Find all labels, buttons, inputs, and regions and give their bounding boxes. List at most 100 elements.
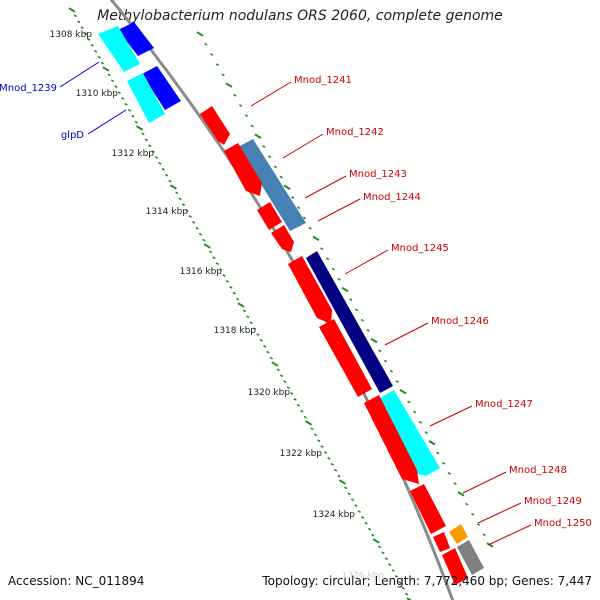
gene-Mnod_1244[interactable] [257,202,282,230]
scale-tick [136,125,144,131]
scale-tick [286,386,290,390]
gene-Mnod_1250[interactable] [457,540,484,575]
gene-Mnod_1248[interactable] [442,548,468,585]
scale-tick [428,440,436,446]
scale-tick [77,20,81,24]
gene-Mnod_1249[interactable] [449,524,468,544]
scale-tick [148,144,152,148]
scale-tick [87,38,91,41]
gene-Mnod_1247[interactable] [380,390,440,476]
scale-tick [486,542,494,548]
scale-tick [441,461,446,465]
scale-tick [347,492,351,496]
scale-tick [350,498,355,502]
leader-line [59,61,100,88]
scale-tick [209,53,214,56]
scale-tick [372,538,380,544]
gene-Mnod_1241[interactable] [200,106,230,145]
scale-tick [229,285,233,289]
scale-tick [357,510,361,513]
scale-tick [384,557,388,561]
scale-label: 1308 kbp [50,30,93,40]
scale-tick [181,203,186,207]
scale-tick [310,427,314,431]
gene-Mnod_1248[interactable] [433,532,450,552]
scale-label: 1320 kbp [248,388,291,398]
gene-labels: Mnod_1239 glpD Mnod_1241 Mnod_1242 Mnod_… [0,75,592,529]
gene-Mnod_1242[interactable] [238,139,306,231]
scale-label: 1318 kbp [214,326,257,336]
scale-tick [215,262,219,266]
gene-label[interactable]: Mnod_1245 [391,243,449,254]
scale-tick [178,197,182,201]
scale-tick [383,359,388,363]
gene-label[interactable]: Mnod_1247 [475,399,533,410]
scale-tick [267,155,272,159]
gene-Mnod_1246[interactable] [288,256,332,324]
scale-tick [370,337,378,344]
gene-Mnod_1243[interactable] [224,143,262,196]
scale-tick [276,368,280,372]
gene-label[interactable]: Mnod_1250 [534,518,592,529]
scale-tick [169,184,177,190]
scale-tick [225,279,230,283]
scale-tick [367,527,372,531]
gene-Mnod_1244[interactable] [271,225,294,252]
gene-Mnod_1239[interactable] [142,66,181,110]
scale-tick [134,120,138,124]
gene-Mnod_1248[interactable] [410,484,446,534]
scale-tick [242,309,246,313]
scale-tick [360,318,365,322]
scale-tick [141,132,145,136]
scale-tick [83,32,88,36]
gene-label[interactable]: Mnod_1248 [509,465,567,476]
gene-Mnod_1239[interactable] [118,22,154,56]
scale-tick [344,486,348,490]
gene-glpD[interactable] [98,26,140,72]
gene-Mnod_1248[interactable] [364,395,419,484]
gene-label[interactable]: glpD [61,130,84,141]
gene-Mnod_1246[interactable] [319,319,372,397]
leader-line [282,133,324,159]
gene-label[interactable]: Mnod_1242 [326,127,384,138]
scale-tick [196,31,204,37]
scale-labels: 1308 kbp 1310 kbp 1312 kbp 1314 kbp 1316… [50,30,385,581]
scale-tick [151,150,155,154]
accession-label: Accession: NC_011894 [8,574,145,588]
scale-label: 1314 kbp [146,207,189,217]
scale-label: 1310 kbp [76,89,119,99]
scale-tick [102,66,110,72]
gene-Mnod_1245[interactable] [306,251,393,393]
scale-tick [412,410,417,414]
leader-line [87,109,127,135]
scale-tick [259,338,263,342]
scale-tick [168,179,172,183]
scale-tick [424,431,428,434]
scale-tick [131,114,135,118]
scale-tick [395,380,399,383]
leader-line [429,405,473,427]
scale-tick [476,523,481,526]
gene-label[interactable]: Mnod_1241 [294,75,352,86]
gene-label[interactable]: Mnod_1243 [349,169,407,180]
gene-label[interactable]: Mnod_1246 [431,316,489,327]
scale-tick [100,61,105,65]
scale-tick [225,82,233,88]
scale-tick [308,226,312,230]
scale-tick [320,445,324,449]
scale-tick [250,124,254,128]
leader-line [317,198,361,222]
scale-tick [232,291,236,295]
scale-tick [237,302,245,308]
gene-glpD[interactable] [127,73,165,123]
gene-label[interactable]: Mnod_1249 [524,496,582,507]
scale-tick [117,91,121,95]
gene-label[interactable]: Mnod_1244 [363,192,421,203]
scale-tick [323,451,328,454]
gene-label[interactable]: Mnod_1239 [0,83,57,94]
scale-tick [279,374,284,378]
scale-tick [399,389,407,395]
scale-tick [457,491,465,497]
scale-tick [317,439,321,443]
scale-tick [305,420,313,426]
